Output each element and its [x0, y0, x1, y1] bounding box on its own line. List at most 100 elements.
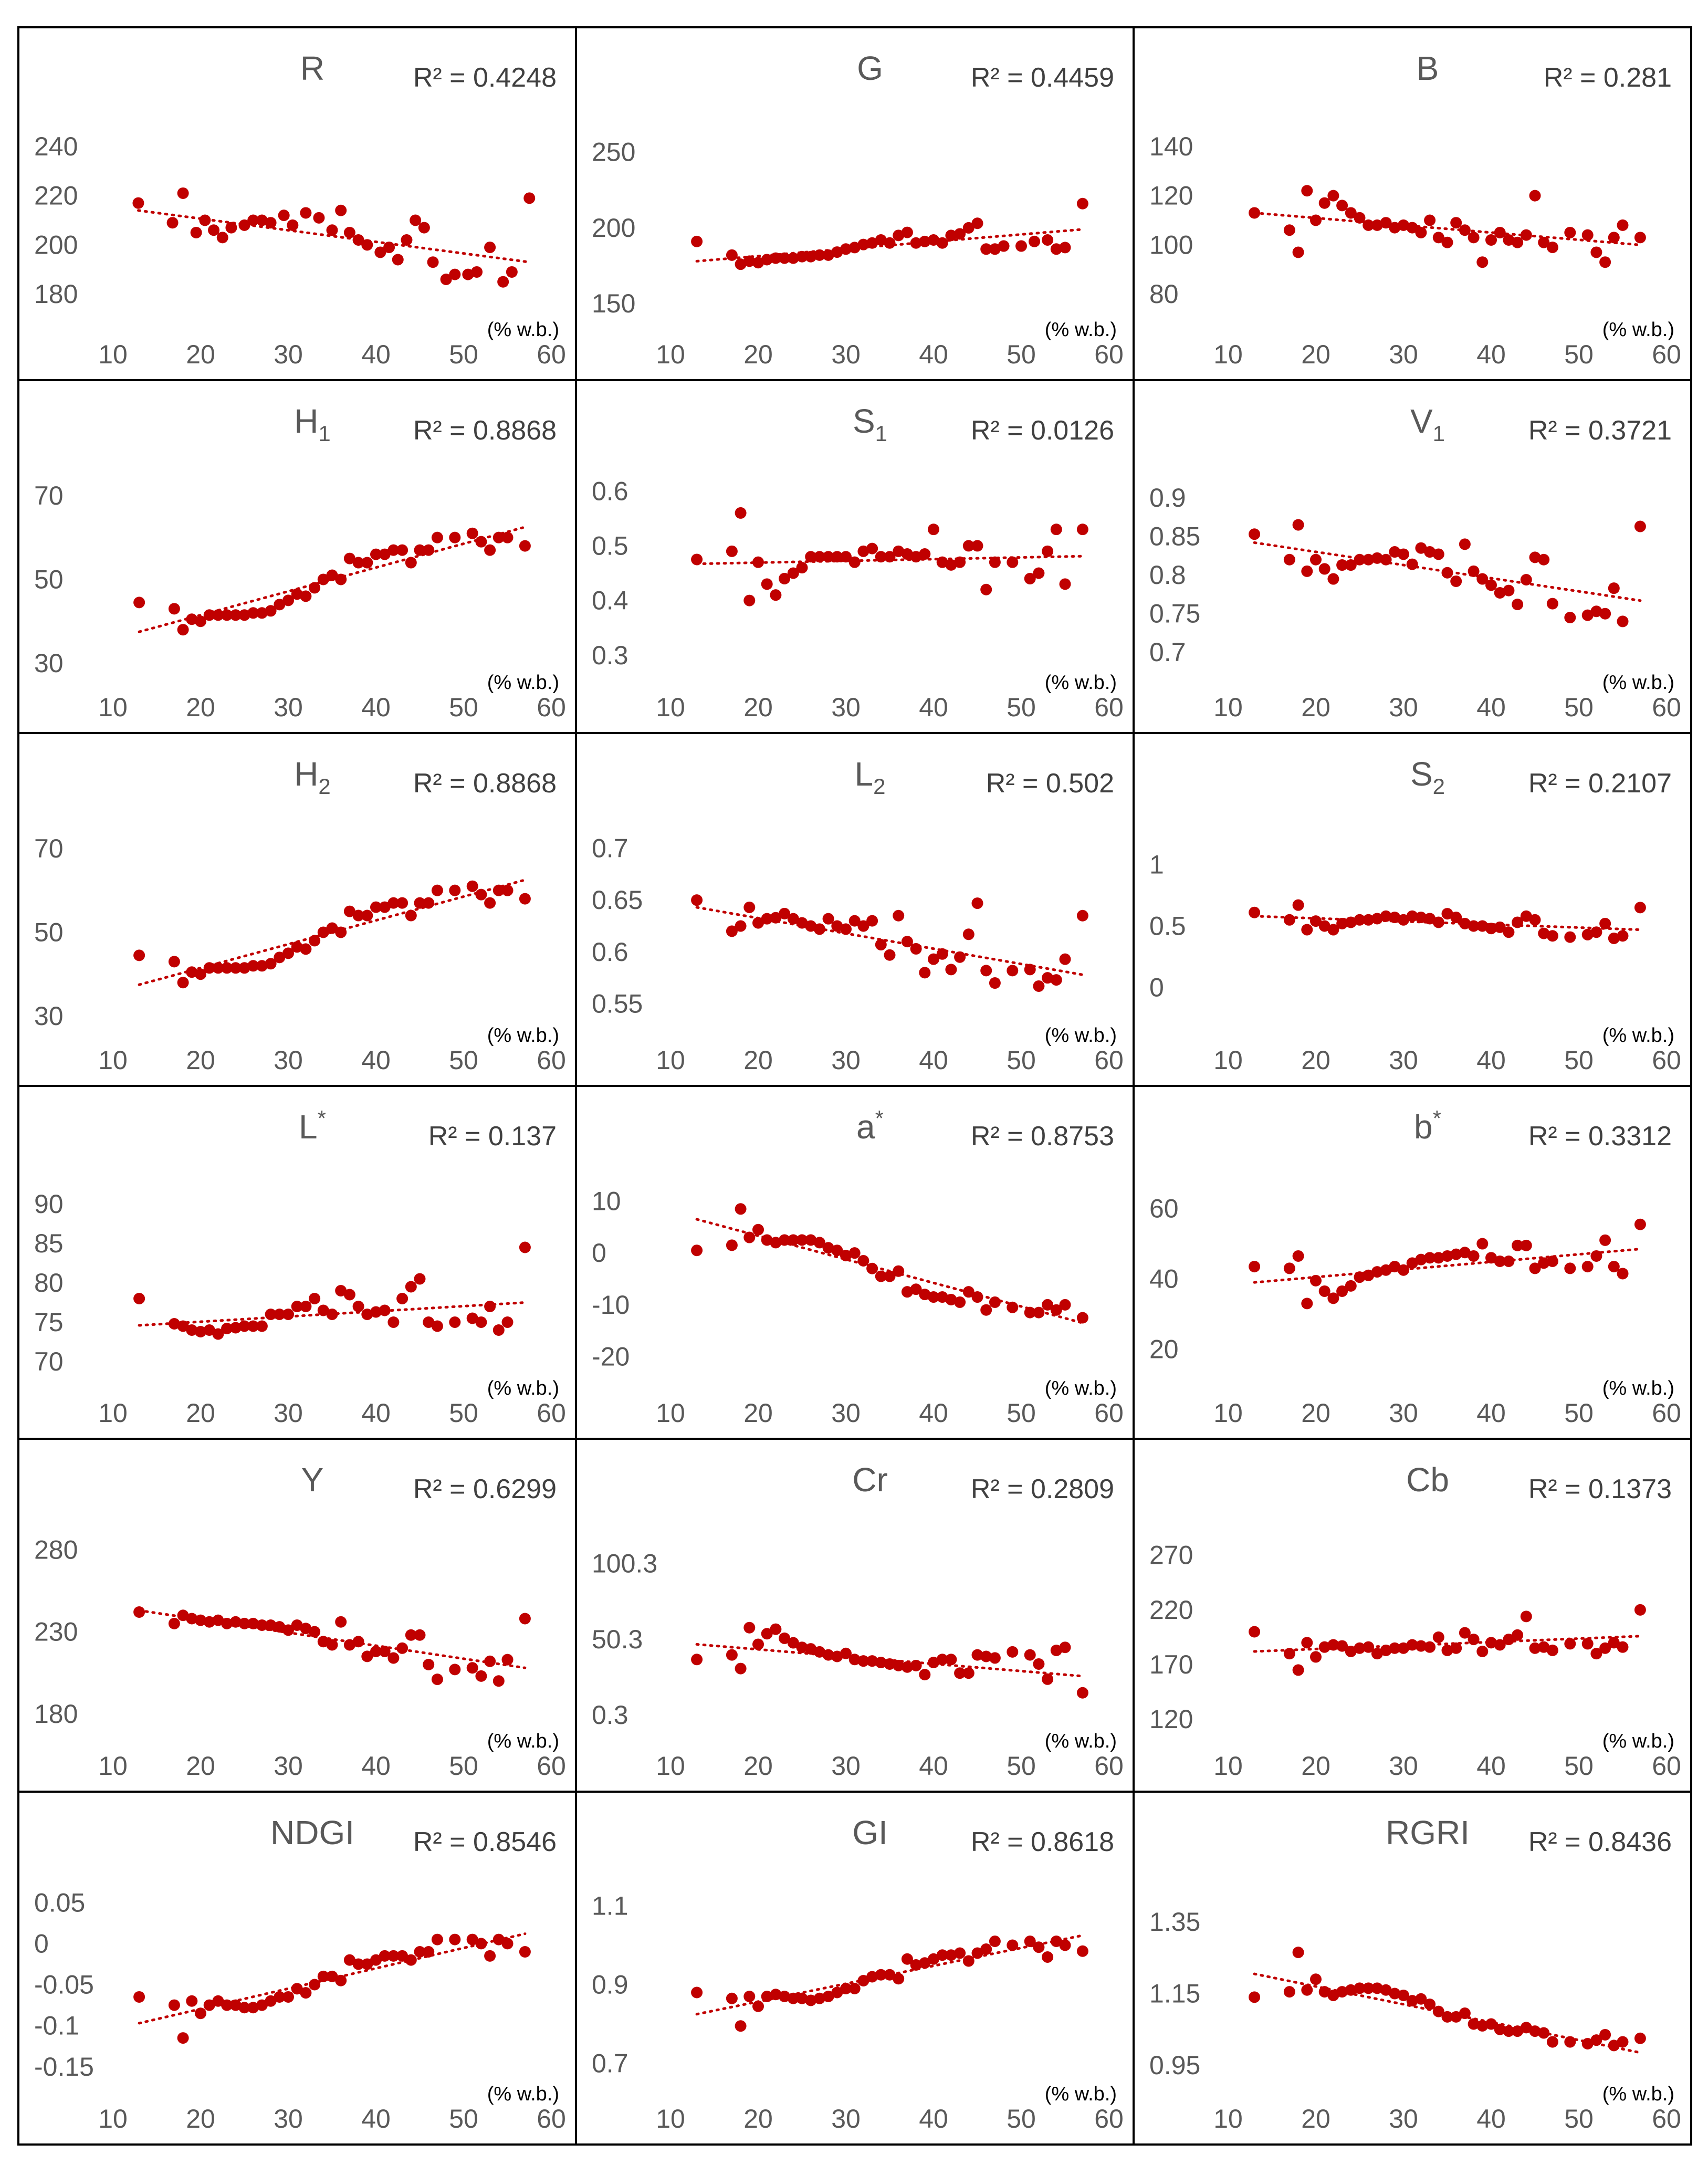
data-point	[1336, 1285, 1348, 1297]
x-tick-label: 60	[1652, 1045, 1681, 1075]
data-point	[1634, 1604, 1646, 1616]
data-point	[1345, 916, 1357, 928]
data-point	[1503, 234, 1515, 246]
x-tick-label: 40	[361, 1045, 391, 1075]
r-squared-label: R² = 0.2809	[971, 1474, 1114, 1504]
data-point	[1380, 553, 1392, 566]
data-point	[1608, 582, 1620, 594]
trendline	[1253, 1248, 1642, 1284]
data-point	[1363, 914, 1375, 926]
x-tick-label: 50	[1564, 1751, 1594, 1781]
data-point	[1512, 599, 1524, 611]
data-point	[431, 531, 443, 543]
data-point	[866, 1971, 878, 1983]
chart-title: NDGI	[270, 1814, 354, 1852]
data-point	[1468, 2018, 1480, 2030]
data-point	[396, 1642, 408, 1654]
data-point	[1354, 1982, 1366, 1994]
data-point	[875, 551, 887, 563]
data-point	[1450, 1642, 1462, 1654]
x-tick-label: 50	[1007, 1398, 1036, 1428]
data-point	[475, 1316, 487, 1328]
data-point	[928, 1657, 939, 1669]
data-point	[466, 1312, 478, 1324]
data-point	[954, 556, 966, 568]
data-point	[743, 1622, 756, 1634]
x-tick-label: 40	[919, 340, 948, 369]
data-point	[962, 540, 974, 552]
data-point	[1538, 927, 1550, 939]
y-tick-label: 120	[1149, 1704, 1193, 1734]
data-point	[1468, 1634, 1480, 1646]
data-point	[221, 1323, 233, 1334]
data-point	[1599, 2028, 1611, 2041]
data-point	[1520, 1610, 1532, 1623]
data-point	[1371, 1982, 1383, 1994]
y-tick-label: 200	[34, 230, 78, 259]
data-point	[743, 1991, 756, 2002]
chart-title: L2	[855, 755, 886, 799]
y-tick-label: 75	[34, 1308, 64, 1337]
data-point	[989, 1296, 1001, 1308]
data-point	[186, 1995, 198, 2007]
data-point	[884, 551, 896, 563]
chart-title: H1	[294, 402, 331, 446]
data-point	[1441, 2011, 1453, 2023]
data-point	[1590, 246, 1602, 258]
panel-h2: H2 R² = 0.8868 30 50 70 10 20 30 40 50 60(% w.b.)	[34, 755, 566, 1075]
data-point	[1415, 1640, 1427, 1652]
data-point	[787, 1234, 799, 1246]
data-point	[203, 962, 215, 974]
r-squared-label: R² = 0.2107	[1528, 768, 1672, 799]
data-point	[1059, 1939, 1071, 1951]
data-point	[1450, 575, 1462, 587]
data-point	[1249, 1991, 1261, 2003]
chart-title-subscript: 1	[875, 421, 887, 446]
data-point	[1059, 1299, 1071, 1311]
data-point	[309, 935, 321, 947]
data-point	[1608, 1261, 1620, 1273]
data-point	[805, 250, 817, 263]
data-point	[954, 1947, 966, 1959]
data-point	[475, 888, 487, 901]
data-point	[1476, 573, 1489, 585]
data-point	[1301, 185, 1313, 197]
data-point	[1033, 1306, 1045, 1319]
data-point	[936, 1949, 948, 1961]
x-tick-label: 40	[919, 693, 948, 722]
data-point	[998, 240, 1010, 252]
data-point	[1450, 217, 1462, 229]
chart-title-main: G	[857, 49, 883, 87]
data-point	[471, 266, 483, 278]
x-tick-label: 30	[1389, 1045, 1418, 1075]
data-point	[945, 1654, 957, 1666]
data-point	[1336, 1986, 1348, 1998]
data-point	[910, 551, 922, 563]
data-point	[1494, 2023, 1506, 2035]
x-tick-label: 10	[656, 340, 685, 369]
data-point	[405, 557, 417, 569]
data-point	[221, 1617, 233, 1629]
data-point	[475, 536, 487, 548]
x-tick-label: 30	[1389, 693, 1418, 722]
chart-title-main: H	[294, 402, 318, 440]
data-point	[1389, 1988, 1401, 2000]
data-point	[875, 1270, 887, 1282]
data-point	[813, 1992, 825, 2004]
data-point	[1363, 553, 1375, 566]
data-point	[971, 217, 983, 229]
data-point	[928, 1953, 939, 1965]
data-point	[519, 1946, 531, 1958]
data-point	[822, 1991, 834, 2002]
data-point	[936, 1654, 948, 1666]
data-point	[238, 962, 250, 974]
data-point	[379, 1646, 391, 1657]
y-tick-label: 200	[592, 213, 635, 243]
data-point	[1432, 1631, 1444, 1643]
data-point	[317, 1304, 329, 1316]
r-squared-label: R² = 0.281	[1544, 62, 1672, 93]
data-point	[1371, 913, 1383, 925]
data-point	[1424, 913, 1436, 925]
data-point	[743, 901, 756, 913]
